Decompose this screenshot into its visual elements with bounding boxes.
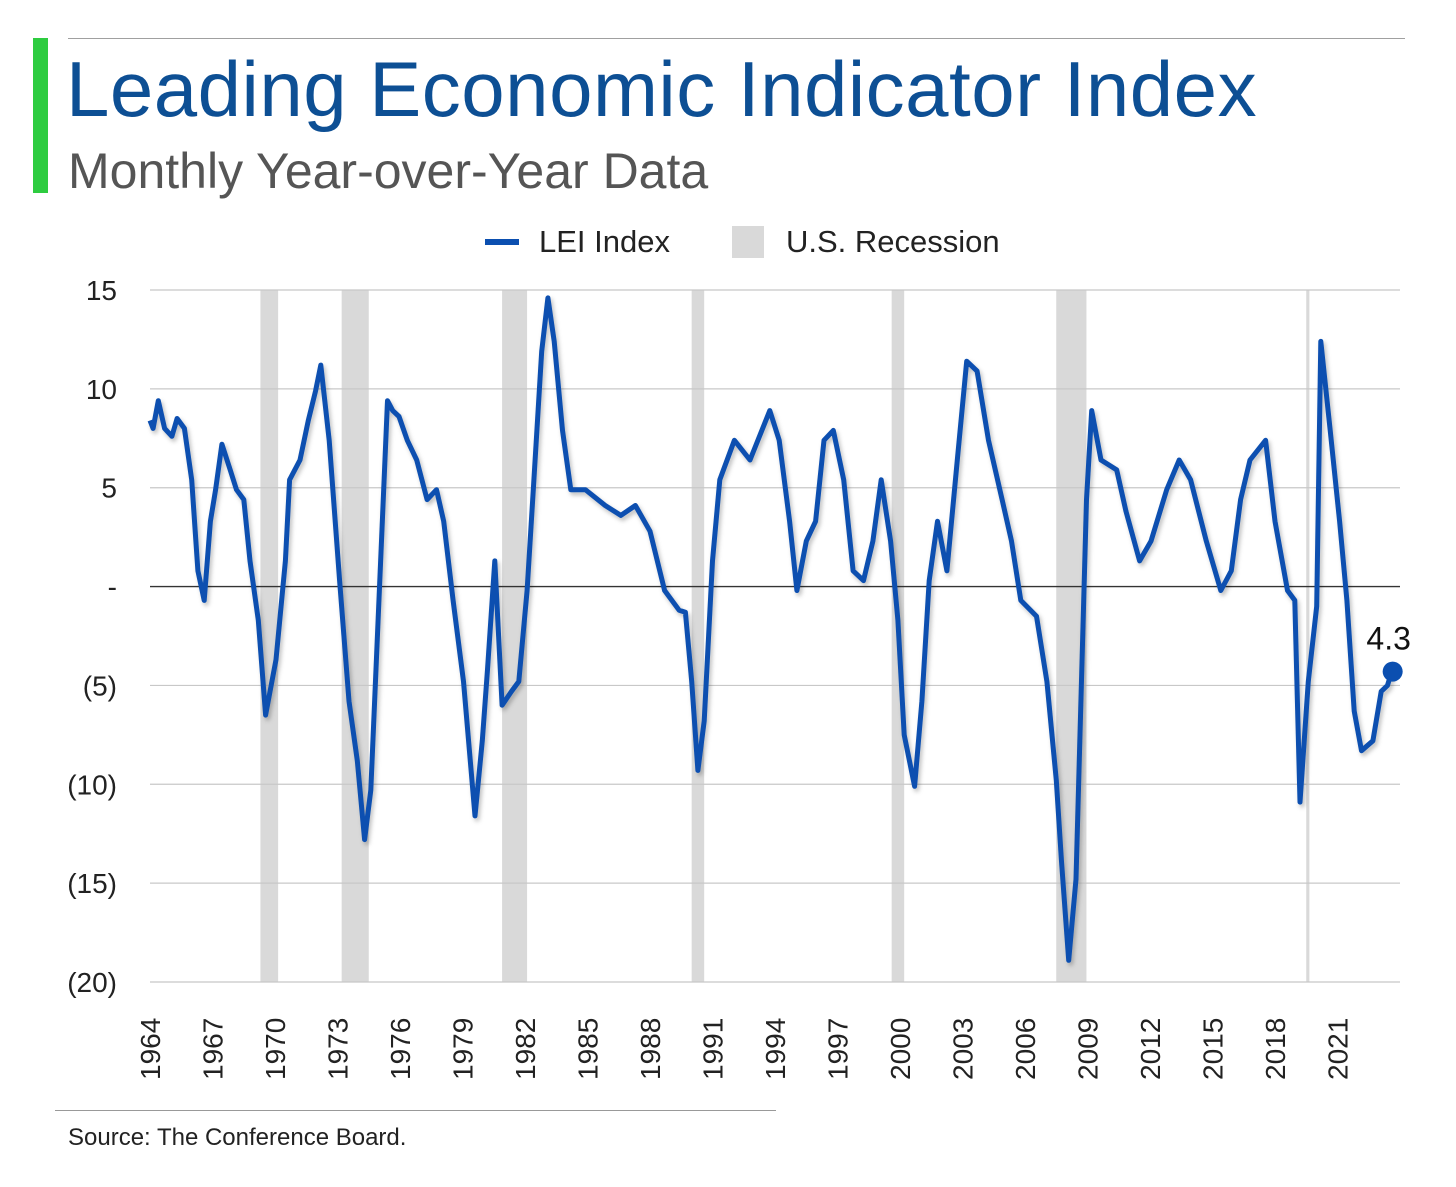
x-tick-label: 1991 bbox=[698, 1018, 729, 1080]
recession-band bbox=[260, 290, 279, 982]
x-tick-label: 2012 bbox=[1135, 1018, 1166, 1080]
legend-label-recession: U.S. Recession bbox=[785, 224, 1000, 259]
x-tick-label: 1970 bbox=[260, 1018, 291, 1080]
last-data-point bbox=[1382, 661, 1403, 682]
y-tick-label: 5 bbox=[101, 473, 117, 504]
x-tick-label: 1964 bbox=[135, 1018, 166, 1080]
legend: LEI Index U.S. Recession bbox=[485, 224, 1000, 260]
chart-title: Leading Economic Indicator Index bbox=[66, 45, 1258, 133]
y-tick-label: 15 bbox=[86, 275, 117, 306]
source-rule bbox=[55, 1110, 776, 1111]
lei-index-line bbox=[147, 295, 1395, 963]
x-tick-label: 2000 bbox=[885, 1018, 916, 1080]
x-tick-label: 2021 bbox=[1323, 1018, 1354, 1080]
legend-line-swatch bbox=[485, 239, 519, 245]
y-tick-label: (20) bbox=[67, 967, 117, 998]
recession-band bbox=[1306, 290, 1310, 982]
source-note: Source: The Conference Board. bbox=[68, 1124, 407, 1151]
y-tick-label: (5) bbox=[83, 670, 117, 701]
x-tick-label: 2006 bbox=[1010, 1018, 1041, 1080]
x-tick-label: 1967 bbox=[198, 1018, 229, 1080]
x-tick-label: 2018 bbox=[1260, 1018, 1291, 1080]
y-tick-label: 10 bbox=[86, 374, 117, 405]
legend-label-lei: LEI Index bbox=[539, 224, 670, 259]
x-tick-label: 1985 bbox=[573, 1018, 604, 1080]
x-tick-label: 1973 bbox=[323, 1018, 354, 1080]
recession-band bbox=[691, 290, 705, 982]
x-tick-label: 2003 bbox=[948, 1018, 979, 1080]
accent-bar bbox=[33, 38, 48, 193]
legend-recession-swatch bbox=[731, 226, 764, 258]
x-tick-label: 1997 bbox=[823, 1018, 854, 1080]
x-tick-label: 1979 bbox=[448, 1018, 479, 1080]
x-tick-label: 1976 bbox=[385, 1018, 416, 1080]
x-tick-label: 1982 bbox=[510, 1018, 541, 1080]
x-tick-label: 1988 bbox=[635, 1018, 666, 1080]
y-tick-label: (10) bbox=[67, 769, 117, 800]
chart-subtitle: Monthly Year-over-Year Data bbox=[68, 143, 709, 199]
top-rule bbox=[68, 38, 1405, 39]
x-tick-label: 2015 bbox=[1198, 1018, 1229, 1080]
x-tick-label: 1994 bbox=[760, 1018, 791, 1080]
last-value-label: 4.3 bbox=[1366, 621, 1410, 657]
x-tick-label: 2009 bbox=[1073, 1018, 1104, 1080]
y-tick-label: - bbox=[108, 572, 117, 603]
y-tick-label: (15) bbox=[67, 868, 117, 899]
